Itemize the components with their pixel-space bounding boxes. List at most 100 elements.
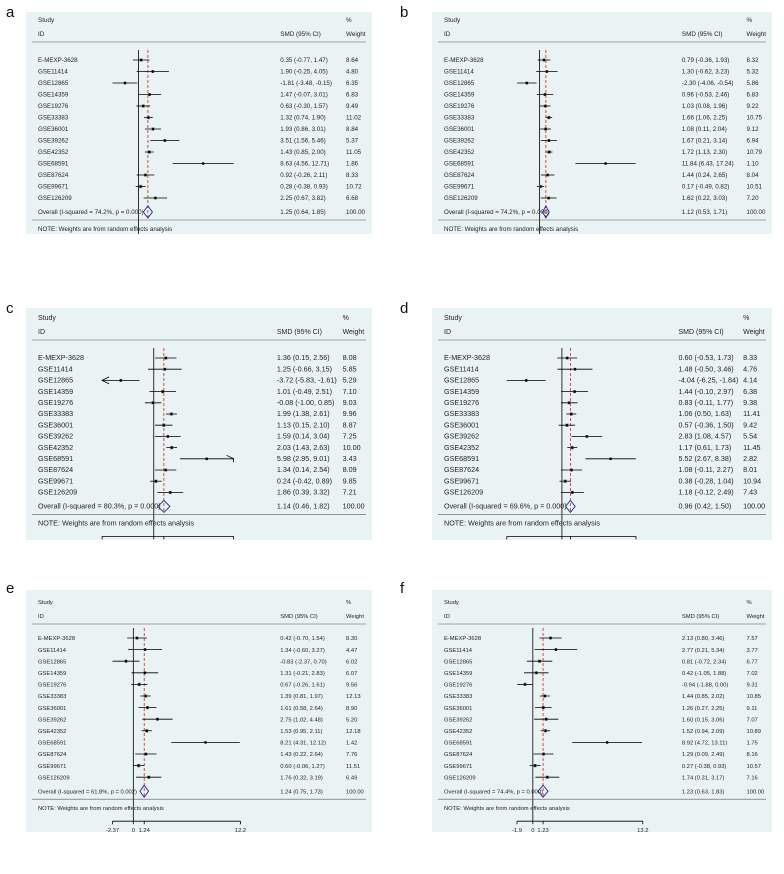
smd-value: 1.44 (0.85, 2.02)	[682, 694, 725, 700]
weight-value: 4.47	[346, 648, 357, 654]
smd-value: 1.60 (0.15, 3.06)	[682, 717, 725, 723]
smd-value: 1.34 (0.14, 2.54)	[277, 465, 330, 474]
smd-value: 1.86 (0.39, 3.32)	[277, 488, 330, 497]
header-id: ID	[38, 31, 45, 38]
weight-value: 6.94	[747, 138, 760, 145]
header-study: Study	[38, 315, 56, 322]
point-estimate	[154, 479, 158, 483]
forest-panel-b: Study ID SMD (95% CI)% Weight E-MEXP-3628 0.7…	[432, 12, 772, 234]
point-estimate	[547, 116, 551, 119]
ci-arrow-right	[226, 454, 234, 463]
weight-value: 5.37	[346, 138, 359, 145]
smd-value: 8.63 (4.56, 12.71)	[280, 161, 329, 168]
point-estimate	[585, 435, 589, 438]
overall-weight-value: 100.00	[343, 502, 365, 511]
weight-value: 1.86	[346, 161, 359, 168]
weight-value: 7.25	[343, 432, 357, 441]
overall-diamond	[537, 784, 549, 798]
point-estimate	[565, 356, 569, 360]
smd-value: 1.32 (0.74, 1.90)	[280, 115, 325, 122]
weight-value: 7.57	[747, 636, 758, 642]
forest-panel-a: Study ID SMD (95% CI)% Weight E-MEXP-3628 0.3…	[26, 12, 372, 234]
overall-diamond	[142, 205, 153, 219]
smd-value: 0.67 (-0.26, 1.61)	[280, 683, 325, 689]
study-id: GSE87624	[444, 465, 479, 474]
study-id: GSE99671	[444, 476, 479, 485]
smd-value: 2.83 (1.08, 4.57)	[679, 432, 732, 441]
point-estimate	[546, 173, 549, 177]
study-id: GSE19276	[38, 683, 66, 689]
point-estimate	[143, 671, 147, 675]
study-id: GSE33383	[38, 115, 69, 122]
forest-panel-d: Study ID SMD (95% CI)% Weight E-MEXP-3628 0.6…	[432, 308, 772, 540]
point-estimate	[148, 93, 151, 96]
smd-value: 2.03 (1.43, 2.63)	[277, 443, 330, 452]
x-tick-label: 1.23	[537, 828, 548, 832]
study-id: GSE33383	[38, 409, 73, 418]
weight-value: 10.75	[747, 115, 763, 122]
forest-plot-c: Study ID SMD (95% CI)% Weight E-MEXP-3628 1.3…	[32, 315, 366, 540]
weight-value: 8.33	[743, 353, 757, 362]
point-estimate	[166, 435, 170, 438]
smd-value: 1.76 (0.32, 3.19)	[280, 775, 323, 781]
study-id: GSE14359	[38, 92, 69, 99]
point-estimate	[554, 648, 558, 651]
weight-value: 1.10	[747, 161, 760, 168]
weight-value: 10.79	[747, 149, 763, 156]
smd-value: 1.13 (0.15, 2.10)	[277, 420, 330, 429]
overall-smd-value: 1.23 (0.63, 1.83)	[682, 789, 725, 795]
point-estimate	[543, 694, 547, 698]
smd-value: 1.52 (0.94, 2.09)	[682, 729, 725, 735]
point-estimate	[151, 70, 155, 73]
study-id: GSE12865	[444, 659, 472, 665]
weight-value: 5.86	[747, 80, 760, 87]
weight-value: 9.42	[743, 420, 757, 429]
point-estimate	[156, 717, 159, 721]
header-smd: SMD (95% CI)	[679, 329, 724, 336]
smd-value: -4.04 (-6.25, -1.84)	[679, 376, 739, 385]
smd-value: -0.94 (-1.88, 0.00)	[682, 683, 728, 689]
point-estimate	[137, 764, 140, 767]
smd-value: 0.79 (-0.36, 1.93)	[682, 57, 729, 64]
weight-value: 4.76	[743, 364, 757, 373]
weight-value: 7.76	[346, 752, 357, 758]
study-id: GSE68591	[38, 454, 73, 463]
smd-value: 1.48 (-0.50, 3.46)	[679, 364, 734, 373]
smd-value: 0.38 (-0.28, 1.04)	[679, 476, 734, 485]
forest-panel-c: Study ID SMD (95% CI)% Weight E-MEXP-3628 1.3…	[26, 308, 372, 540]
study-id: GSE39262	[444, 138, 475, 145]
point-estimate	[573, 390, 576, 393]
point-estimate	[542, 58, 546, 62]
smd-value: 1.25 (-0.66, 3.15)	[277, 364, 332, 373]
header-weight: Weight	[747, 31, 767, 38]
smd-value: 3.51 (1.56, 5.46)	[280, 138, 325, 145]
smd-value: 1.26 (0.27, 2.25)	[682, 706, 725, 712]
weight-value: 8.09	[343, 465, 357, 474]
point-estimate	[567, 401, 571, 405]
smd-value: 1.61 (0.58, 2.64)	[280, 706, 323, 712]
point-estimate	[544, 717, 548, 721]
smd-value: 0.60 (-0.53, 1.73)	[679, 353, 734, 362]
header-study: Study	[444, 315, 462, 322]
panel-letter-e: e	[6, 580, 15, 597]
overall-weight-value: 100.00	[346, 789, 364, 795]
smd-value: 1.03 (0.08, 1.96)	[682, 103, 727, 110]
study-id: GSE19276	[444, 103, 475, 110]
weight-value: 3.43	[343, 454, 357, 463]
point-estimate	[604, 162, 607, 165]
header-id: ID	[444, 31, 451, 38]
smd-value: 0.42 (-1.05, 1.88)	[682, 671, 727, 677]
weight-value: 6.02	[346, 659, 357, 665]
study-id: GSE11414	[38, 364, 73, 373]
point-estimate	[570, 446, 574, 449]
weight-value: 11.05	[346, 149, 362, 156]
smd-value: 0.24 (-0.42, 0.89)	[277, 476, 332, 485]
weight-value: 10.89	[747, 729, 762, 735]
weight-value: 10.51	[747, 184, 763, 191]
weight-value: 10.00	[343, 443, 361, 452]
study-id: GSE87624	[38, 465, 73, 474]
ci-arrow-left	[101, 376, 110, 385]
weight-value: 8.33	[346, 172, 359, 179]
header-study: Study	[38, 600, 53, 606]
note-text: NOTE: Weights are from random effects an…	[38, 518, 194, 527]
